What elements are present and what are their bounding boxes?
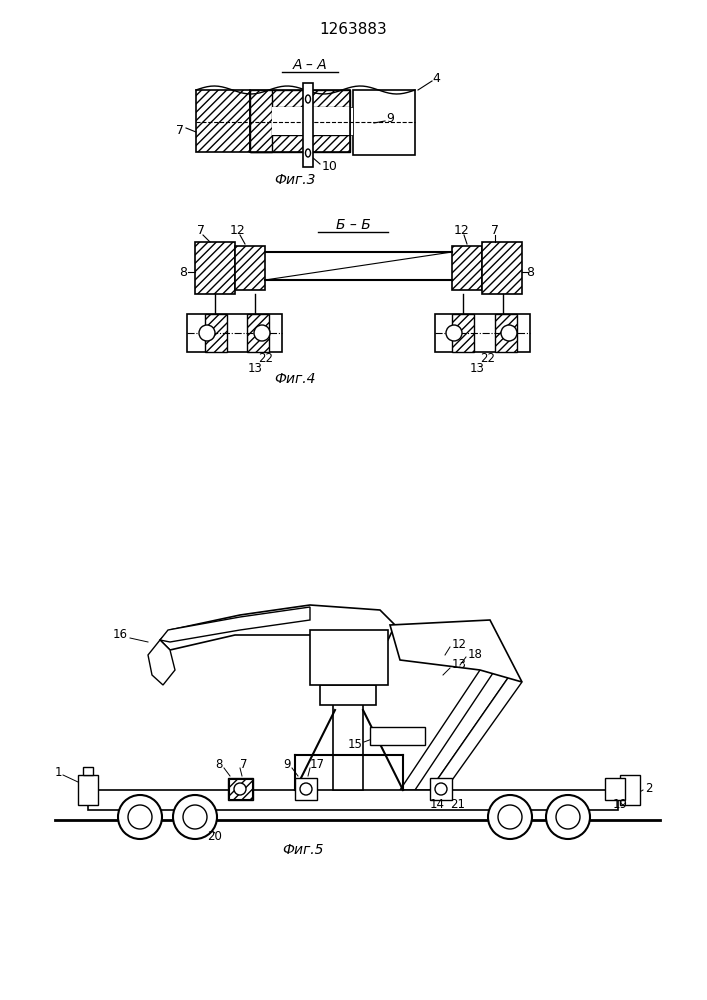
Polygon shape	[415, 670, 510, 790]
Text: 13: 13	[470, 361, 485, 374]
Bar	[235, 246, 265, 290]
Bar	[370, 727, 425, 745]
Bar	[83, 767, 93, 775]
Bar	[353, 90, 415, 155]
Bar	[430, 778, 452, 800]
Text: 1: 1	[54, 766, 62, 778]
Text: Фиг.3: Фиг.3	[274, 173, 316, 187]
Bar	[452, 246, 482, 290]
Bar	[228, 778, 253, 800]
Text: 12: 12	[230, 224, 246, 236]
Polygon shape	[390, 620, 522, 682]
Bar	[620, 775, 640, 805]
Text: 1263883: 1263883	[319, 22, 387, 37]
Bar	[250, 90, 272, 152]
Circle shape	[128, 805, 152, 829]
Circle shape	[254, 325, 270, 341]
Bar	[247, 314, 269, 352]
Text: 17: 17	[310, 758, 325, 772]
Text: 19: 19	[613, 798, 628, 812]
Text: 16: 16	[113, 629, 128, 642]
Bar	[196, 90, 250, 152]
Text: Б – Б: Б – Б	[336, 218, 370, 232]
Bar	[482, 242, 522, 294]
Bar	[295, 778, 317, 800]
Text: 9: 9	[386, 111, 394, 124]
Bar	[187, 314, 282, 352]
Bar	[452, 314, 474, 352]
Text: 7: 7	[240, 758, 247, 772]
Bar	[310, 630, 388, 685]
Text: Фиг.5: Фиг.5	[282, 843, 324, 857]
Polygon shape	[148, 640, 175, 685]
Polygon shape	[400, 670, 500, 790]
Bar	[250, 90, 350, 107]
Text: А – А: А – А	[293, 58, 327, 72]
Bar	[495, 314, 517, 352]
Text: 7: 7	[176, 123, 184, 136]
Bar	[435, 314, 530, 352]
Text: 8: 8	[216, 758, 223, 772]
Text: 8: 8	[179, 265, 187, 278]
Text: Фиг.4: Фиг.4	[274, 372, 316, 386]
Text: 22: 22	[258, 353, 273, 365]
Polygon shape	[430, 675, 522, 790]
Polygon shape	[160, 605, 395, 650]
Text: 9: 9	[284, 758, 291, 772]
Text: 4: 4	[432, 72, 440, 85]
Bar	[229, 779, 252, 799]
Circle shape	[446, 325, 462, 341]
Text: 20: 20	[208, 830, 223, 844]
Circle shape	[234, 783, 246, 795]
Text: 15: 15	[348, 738, 363, 752]
Text: 8: 8	[526, 265, 534, 278]
Text: 18: 18	[468, 648, 483, 662]
Text: 21: 21	[450, 798, 465, 812]
Bar	[88, 790, 618, 810]
Text: 7: 7	[491, 224, 499, 236]
Circle shape	[435, 783, 447, 795]
Ellipse shape	[305, 95, 310, 103]
Circle shape	[199, 325, 215, 341]
Circle shape	[501, 325, 517, 341]
Circle shape	[556, 805, 580, 829]
Bar	[303, 83, 313, 167]
Circle shape	[488, 795, 532, 839]
Text: 22: 22	[480, 353, 495, 365]
Circle shape	[498, 805, 522, 829]
Bar	[605, 778, 625, 800]
Text: 12: 12	[454, 224, 470, 236]
Circle shape	[300, 783, 312, 795]
Bar	[320, 685, 376, 705]
Ellipse shape	[305, 149, 310, 157]
Circle shape	[546, 795, 590, 839]
Circle shape	[173, 795, 217, 839]
Circle shape	[118, 795, 162, 839]
Circle shape	[183, 805, 207, 829]
Text: 2: 2	[645, 782, 653, 794]
Bar	[78, 775, 98, 805]
Bar	[250, 90, 350, 152]
Bar	[272, 107, 350, 135]
Text: 10: 10	[322, 160, 338, 174]
Text: 12: 12	[452, 639, 467, 652]
Text: 13: 13	[452, 658, 467, 672]
Text: 13: 13	[248, 361, 263, 374]
Bar	[250, 135, 350, 152]
Bar	[350, 107, 353, 135]
Polygon shape	[160, 607, 310, 642]
Bar	[205, 314, 227, 352]
Text: 14: 14	[430, 798, 445, 812]
Bar	[195, 242, 235, 294]
Bar	[333, 695, 363, 790]
Text: 7: 7	[197, 224, 205, 236]
